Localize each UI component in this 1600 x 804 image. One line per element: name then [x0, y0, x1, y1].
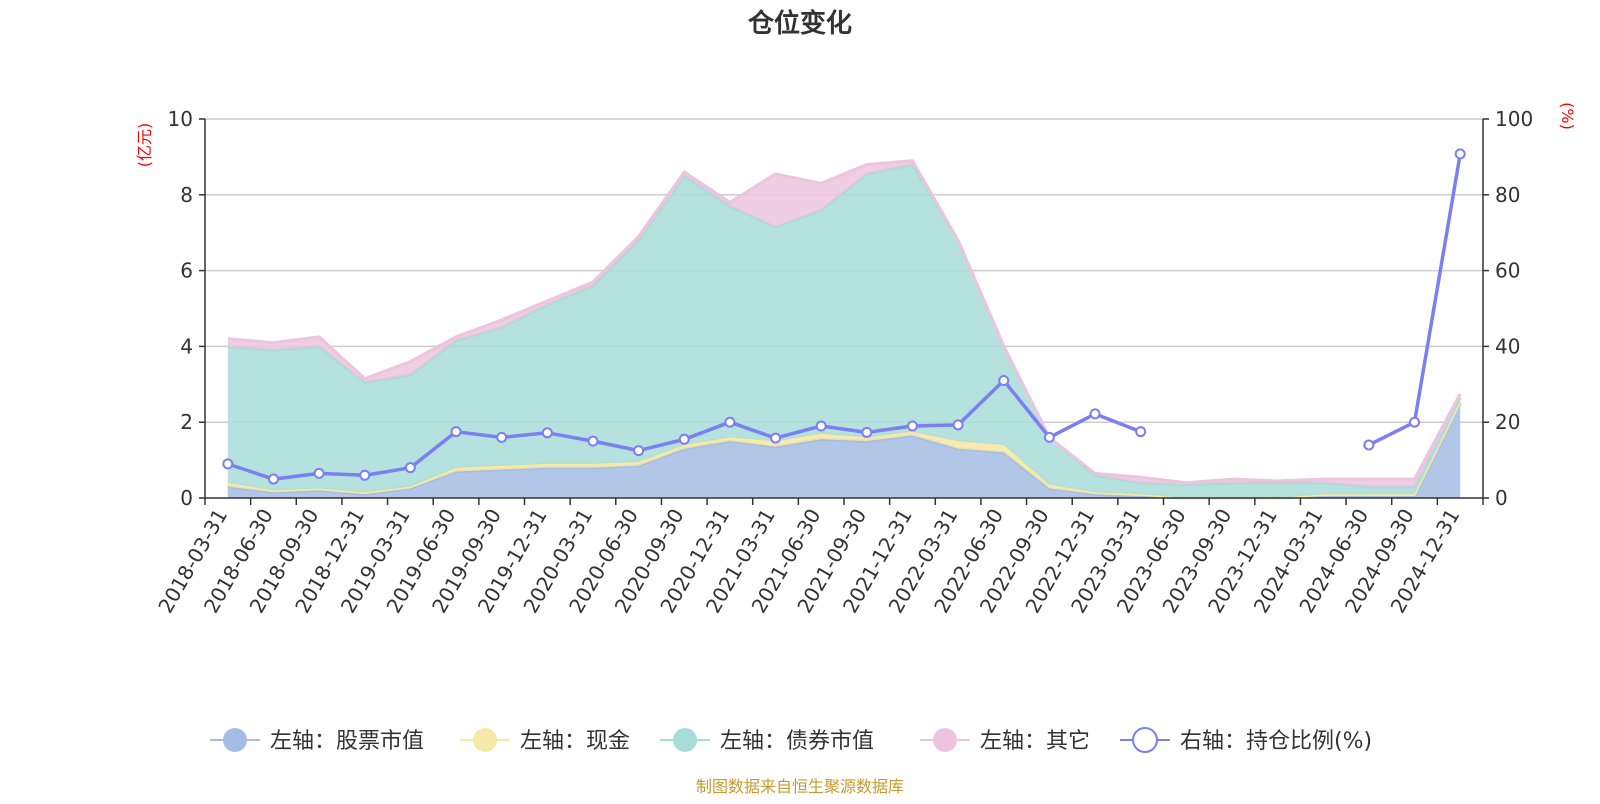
right-axis-tick-label: 80 [1495, 183, 1520, 207]
ratio-point [222, 458, 234, 470]
stacked-areas [227, 159, 1462, 500]
legend-marker [673, 728, 697, 752]
right-axis-tick-label: 60 [1495, 259, 1520, 283]
legend-label: 右轴：持仓比例(%) [1180, 729, 1372, 754]
ratio-point [1409, 416, 1421, 428]
ratio-point [1363, 439, 1375, 451]
legend-marker [223, 728, 247, 752]
ratio-point [1043, 431, 1055, 443]
ratio-point [541, 427, 553, 439]
left-axis-tick-label: 4 [180, 334, 193, 358]
ratio-point [770, 432, 782, 444]
legend: 左轴：股票市值 左轴：现金 左轴：债券市值 左轴：其它 右轴：持仓比例(%) [210, 727, 1372, 754]
right-axis-tick-label: 40 [1495, 334, 1520, 358]
area-3 [227, 164, 1461, 498]
right-axis-tick-label: 20 [1495, 410, 1520, 434]
area-1 [227, 403, 1461, 498]
ratio-point [587, 435, 599, 447]
left-axis-tick-label: 8 [180, 183, 193, 207]
ratio-point [1089, 408, 1101, 420]
left-axis-tick-label: 10 [168, 107, 193, 131]
ratio-point [678, 433, 690, 445]
left-axis-tick-label: 2 [180, 410, 193, 434]
legend-marker [1132, 727, 1158, 753]
left-axis-unit: (亿元) [135, 123, 154, 168]
ratio-point [815, 420, 827, 432]
ratio-point [496, 431, 508, 443]
ratio-point [404, 462, 416, 474]
ratio-point [952, 419, 964, 431]
legend-marker [473, 728, 497, 752]
right-axis-unit: (%) [1558, 102, 1577, 130]
left-axis-tick-label: 6 [180, 259, 193, 283]
right-axis-tick-label: 0 [1495, 486, 1508, 510]
ratio-point [1454, 148, 1466, 160]
legend-label: 左轴：股票市值 [270, 729, 424, 754]
ratio-point [998, 375, 1010, 387]
ratio-point [267, 473, 279, 485]
legend-label: 左轴：债券市值 [720, 729, 874, 754]
legend-label: 左轴：其它 [980, 729, 1090, 754]
ratio-point [861, 426, 873, 438]
ratio-line [222, 148, 1466, 485]
ratio-point [1135, 426, 1147, 438]
legend-marker [933, 728, 957, 752]
chart-title: 仓位变化 [747, 8, 852, 39]
ratio-point [450, 426, 462, 438]
ratio-point [633, 445, 645, 457]
data-source-note: 制图数据来自恒生聚源数据库 [696, 777, 904, 796]
right-axis-tick-label: 100 [1495, 107, 1533, 131]
ratio-point [359, 469, 371, 481]
ratio-point [906, 420, 918, 432]
ratio-point [313, 467, 325, 479]
ratio-point [724, 416, 736, 428]
area-edge-4 [227, 159, 1462, 485]
legend-label: 左轴：现金 [520, 729, 630, 754]
left-axis-tick-label: 0 [180, 486, 193, 510]
